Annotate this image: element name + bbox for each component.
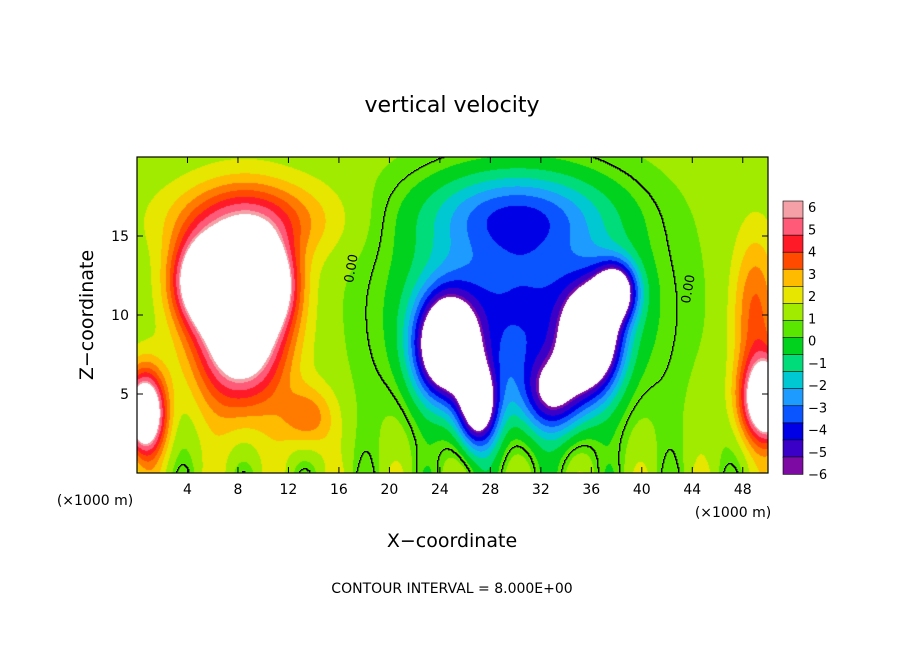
x-tick-label: 48 — [734, 482, 752, 498]
colorbar-tick-label: 5 — [808, 223, 816, 238]
colorbar-tick-label: −5 — [808, 446, 827, 461]
colorbar-tick-label: 3 — [808, 268, 816, 283]
x-tick-label: 4 — [183, 482, 192, 498]
colorbar-swatch — [782, 303, 804, 322]
colorbar: 6 5 4 3 2 1 0 −1 −2 −3 −4 −5 −6 — [782, 200, 827, 483]
x-tick-label: 36 — [582, 482, 600, 498]
colorbar-swatch — [782, 200, 804, 219]
colorbar-swatch — [782, 439, 804, 458]
colorbar-tick-label: −3 — [808, 401, 827, 416]
colorbar-swatch — [782, 268, 804, 288]
colorbar-swatch — [782, 456, 804, 475]
x-tick-label: 28 — [481, 482, 499, 498]
colorbar-swatch — [782, 422, 804, 441]
colorbar-tick-label: −2 — [808, 379, 827, 394]
colorbar-swatches — [782, 200, 804, 475]
contour-interval-note: CONTOUR INTERVAL = 8.000E+00 — [331, 581, 572, 597]
x-unit-right: (×1000 m) — [695, 505, 771, 521]
colorbar-swatch — [782, 217, 804, 236]
plot-area: 0.00 0.00 — [136, 156, 769, 474]
colorbar-tick-label: 2 — [808, 290, 816, 305]
colorbar-tick-label: −4 — [808, 424, 827, 439]
colorbar-swatch — [782, 320, 804, 339]
x-tick-label: 44 — [683, 482, 701, 498]
y-axis-label: Z−coordinate — [76, 250, 98, 380]
x-tick-label: 16 — [330, 482, 348, 498]
y-tick-label: 15 — [111, 229, 129, 245]
x-tick-label: 32 — [532, 482, 550, 498]
colorbar-swatch — [782, 234, 804, 253]
colorbar-tick-label: −6 — [808, 468, 827, 483]
x-tick-label: 8 — [233, 482, 242, 498]
colorbar-tick-label: 4 — [808, 246, 816, 261]
y-tick-label: 10 — [111, 308, 129, 324]
x-tick-label: 24 — [431, 482, 449, 498]
colorbar-tick-label: 1 — [808, 312, 816, 327]
colorbar-swatch — [782, 251, 804, 270]
colorbar-tick-label: 0 — [808, 335, 816, 350]
chart-title: vertical velocity — [364, 93, 539, 118]
x-axis-label: X−coordinate — [387, 530, 517, 552]
contour-label: 0.00 — [679, 274, 699, 305]
x-unit-left: (×1000 m) — [57, 493, 133, 509]
colorbar-swatch — [782, 388, 804, 407]
x-axis-ticks: 4 8 12 16 20 24 28 32 36 40 44 48 — [183, 157, 752, 498]
colorbar-swatch — [782, 337, 804, 356]
colorbar-tick-label: 6 — [808, 201, 816, 216]
colorbar-swatch — [782, 405, 804, 424]
contour-labels: 0.00 0.00 — [342, 253, 699, 305]
colorbar-swatch — [782, 371, 804, 390]
x-tick-label: 20 — [380, 482, 398, 498]
velocity-field — [137, 157, 768, 473]
x-tick-label: 40 — [633, 482, 651, 498]
x-tick-label: 12 — [280, 482, 298, 498]
colorbar-tick-label: −1 — [808, 357, 827, 372]
y-axis-ticks: 5 10 15 — [111, 229, 768, 403]
colorbar-swatch — [782, 354, 804, 373]
colorbar-swatch — [782, 286, 804, 305]
colorbar-ticks: 6 5 4 3 2 1 0 −1 −2 −3 −4 −5 −6 — [808, 201, 827, 483]
contour-label: 0.00 — [342, 253, 362, 284]
y-tick-label: 5 — [120, 387, 129, 403]
